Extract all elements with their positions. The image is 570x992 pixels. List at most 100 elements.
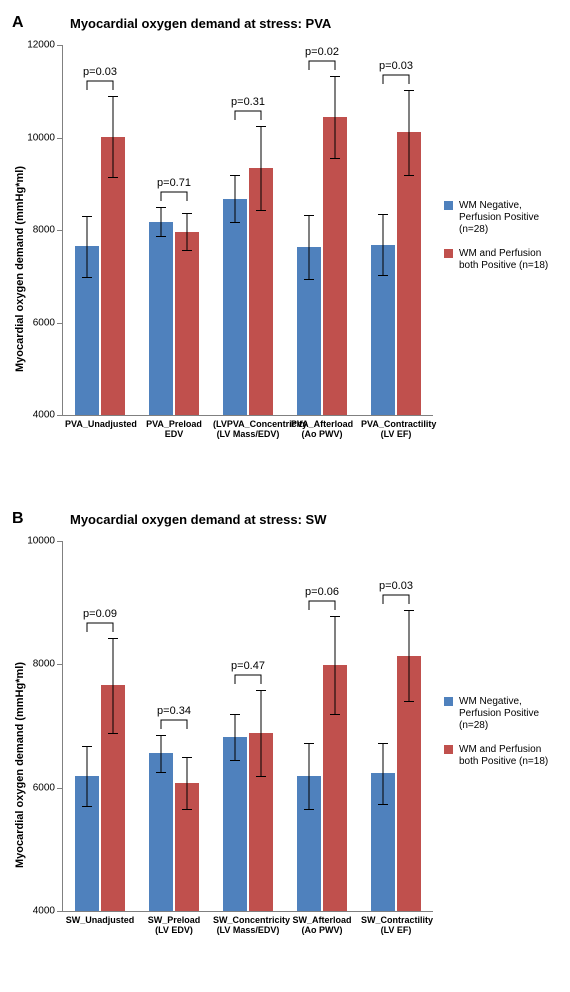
plot-region: 40006000800010000SW_Unadjustedp=0.09SW_P… [62,541,433,912]
error-bar [161,735,162,772]
error-cap [108,96,118,97]
bar-blue [223,737,247,911]
legend-label: WM and Perfusion both Positive (n=18) [459,744,554,768]
error-bar [335,76,336,158]
error-cap [378,743,388,744]
y-tick-label: 6000 [33,317,55,328]
p-value-label: p=0.02 [305,46,339,58]
y-tick-label: 4000 [33,410,55,421]
legend-swatch [444,697,453,706]
panel-letter: A [12,14,24,32]
y-tick [57,664,63,665]
error-cap [156,735,166,736]
panel-b: B Myocardial oxygen demand at stress: SW 4… [0,496,570,992]
error-cap [378,214,388,215]
error-cap [404,175,414,176]
error-bar [187,757,188,809]
x-tick-label: PVA_Contractility(LV EF) [361,419,431,440]
chart-area: 40006000800010000SW_Unadjustedp=0.09SW_P… [62,542,432,912]
chart-area: 4000600080001000012000PVA_Unadjustedp=0.… [62,46,432,416]
bar-red [175,232,199,415]
error-cap [304,215,314,216]
y-tick [57,541,63,542]
x-tick-label: SW_Preload(LV EDV) [139,915,209,936]
error-bar [113,96,114,177]
comparison-bracket [160,191,188,203]
error-cap [230,714,240,715]
bar-red [101,137,125,415]
error-bar [335,616,336,713]
y-tick [57,788,63,789]
p-value-label: p=0.34 [157,705,191,717]
comparison-bracket [234,674,262,686]
error-cap [404,610,414,611]
comparison-bracket [382,594,410,606]
error-cap [330,616,340,617]
bar-blue [223,199,247,415]
error-cap [256,210,266,211]
comparison-bracket [382,74,410,86]
plot-region: 4000600080001000012000PVA_Unadjustedp=0.… [62,45,433,416]
error-cap [182,757,192,758]
p-value-label: p=0.47 [231,660,265,672]
error-bar [383,214,384,275]
error-bar [235,714,236,760]
error-cap [156,236,166,237]
comparison-bracket [234,110,262,122]
error-cap [330,158,340,159]
x-tick-label: SW_Unadjusted [65,915,135,925]
error-cap [108,177,118,178]
p-value-label: p=0.31 [231,96,265,108]
legend-item: WM and Perfusion both Positive (n=18) [444,248,554,272]
legend: WM Negative, Perfusion Positive (n=28) WM… [444,696,554,780]
legend: WM Negative, Perfusion Positive (n=28)WM… [444,200,554,284]
y-tick-label: 8000 [33,225,55,236]
error-bar [113,638,114,733]
comparison-bracket [86,622,114,634]
legend-label: WM and Perfusion both Positive (n=18) [459,248,554,272]
error-cap [304,279,314,280]
error-cap [330,714,340,715]
error-cap [108,638,118,639]
error-cap [256,776,266,777]
y-tick-label: 12000 [27,40,55,51]
bar-blue [149,753,173,911]
error-cap [230,760,240,761]
error-bar [409,90,410,175]
p-value-label: p=0.03 [379,60,413,72]
y-tick [57,415,63,416]
x-tick-label: (LVPVA_Concentricity(LV Mass/EDV) [213,419,283,440]
comparison-bracket [308,60,336,72]
y-tick-label: 4000 [33,906,55,917]
x-tick-label: SW_Contractility(LV EF) [361,915,431,936]
error-cap [378,275,388,276]
y-tick-label: 8000 [33,659,55,670]
error-bar [261,126,262,209]
error-bar [409,610,410,701]
error-bar [87,216,88,277]
legend-swatch [444,201,453,210]
y-tick [57,45,63,46]
legend-item: WM Negative, Perfusion Positive (n=28) [444,696,554,732]
error-bar [187,213,188,250]
error-cap [330,76,340,77]
y-tick [57,230,63,231]
error-cap [404,701,414,702]
p-value-label: p=0.03 [83,66,117,78]
p-value-label: p=0.09 [83,608,117,620]
panel-letter: B [12,510,24,528]
x-tick-label: PVA_Afterload(Ao PWV) [287,419,357,440]
error-cap [304,743,314,744]
error-bar [309,743,310,808]
error-cap [230,175,240,176]
error-cap [108,733,118,734]
comparison-bracket [160,719,188,731]
y-tick [57,911,63,912]
chart-title: Myocardial oxygen demand at stress: PVA [70,16,331,31]
error-cap [378,804,388,805]
error-bar [309,215,310,279]
chart-title: Myocardial oxygen demand at stress: SW [70,512,326,527]
error-cap [82,277,92,278]
error-cap [82,746,92,747]
comparison-bracket [86,80,114,92]
